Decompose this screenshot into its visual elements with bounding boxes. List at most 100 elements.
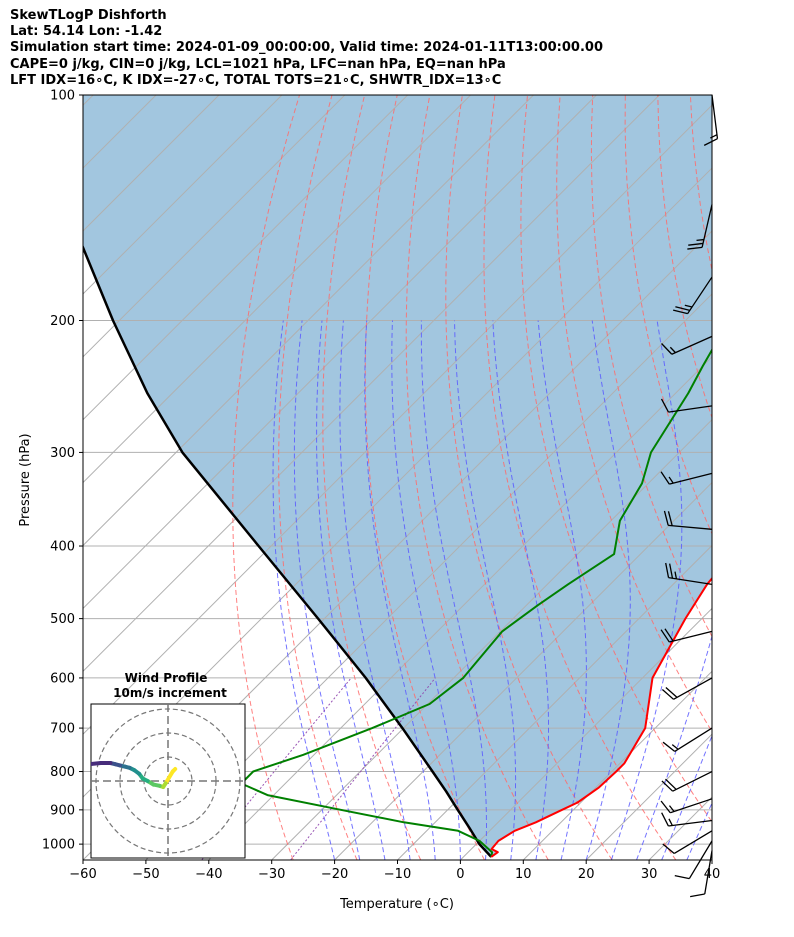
moist-adiabat-line <box>492 320 549 860</box>
isotherm-line <box>83 95 534 547</box>
isotherm-line <box>83 95 660 673</box>
wind-barb <box>673 276 713 315</box>
wind-barb <box>661 335 713 355</box>
y-tick-label: 300 <box>50 446 75 461</box>
y-tick-label: 500 <box>50 612 75 627</box>
isotherm-line <box>397 544 712 860</box>
temperature-profile-line <box>490 576 712 858</box>
x-tick-label: 40 <box>704 867 721 882</box>
dry-adiabat-line <box>483 95 677 860</box>
isotherm-line <box>271 418 712 860</box>
y-tick-label: 700 <box>50 722 75 737</box>
x-tick-label: −50 <box>132 867 159 882</box>
dry-adiabat-line <box>590 95 712 638</box>
dry-adiabat-line <box>556 95 712 733</box>
isotherm-line <box>83 95 283 295</box>
dewpoint-profile-line <box>240 347 712 858</box>
moist-adiabat-line <box>272 320 336 860</box>
dry-adiabat-line <box>520 95 712 823</box>
title-line-5: LFT IDX=16∘C, K IDX=-27∘C, TOTAL TOTS=21… <box>10 73 502 88</box>
isotherm-line <box>83 95 94 106</box>
wind-barb <box>674 840 713 880</box>
dry-adiabat-line <box>723 95 794 860</box>
cape-area <box>83 95 712 857</box>
x-tick-label: 0 <box>456 867 464 882</box>
hodograph-title: Wind Profile <box>125 671 208 685</box>
wind-barbs <box>660 94 719 898</box>
mixing-ratio-line <box>290 677 436 860</box>
wind-barb <box>660 628 713 643</box>
moist-adiabat-line <box>585 320 631 860</box>
moist-adiabat-line <box>636 634 712 860</box>
isotherm-line <box>145 293 712 860</box>
isotherm-line <box>83 104 712 735</box>
x-axis-ticks: −60 −50 −40 −30 −20 −10 0 10 20 30 40 <box>69 860 720 882</box>
y-tick-label: 900 <box>50 803 75 818</box>
x-tick-label: −10 <box>384 867 411 882</box>
moist-adiabat-line <box>420 320 487 860</box>
dry-adiabat-line <box>278 95 358 860</box>
wind-barb <box>662 727 713 752</box>
wind-barb <box>660 798 713 814</box>
wind-barb <box>660 398 713 413</box>
isotherm-line <box>522 670 712 860</box>
moist-adiabat-line <box>454 320 517 860</box>
y-tick-label: 1000 <box>42 838 75 853</box>
y-tick-label: 800 <box>50 765 75 780</box>
y-tick-label: 200 <box>50 314 75 329</box>
x-tick-label: 30 <box>641 867 658 882</box>
x-tick-label: −20 <box>321 867 348 882</box>
isotherm-line <box>83 95 346 358</box>
x-tick-label: 20 <box>578 867 595 882</box>
y-tick-label: 400 <box>50 540 75 555</box>
moist-adiabat-line <box>686 801 712 860</box>
wind-barb <box>661 770 713 792</box>
dry-adiabat-line <box>657 95 712 420</box>
hodograph-segment <box>163 769 175 786</box>
x-tick-label: −30 <box>258 867 285 882</box>
title-line-2: Lat: 54.14 Lon: -1.42 <box>10 24 163 39</box>
isotherm-line <box>83 95 409 421</box>
dry-adiabat-line <box>788 95 794 860</box>
isotherm-line <box>460 607 712 860</box>
sounding-profiles <box>83 244 712 858</box>
y-axis-label: Pressure (hPa) <box>18 433 33 526</box>
title-line-1: SkewTLogP Dishforth <box>10 8 167 23</box>
x-tick-label: −40 <box>195 867 222 882</box>
wind-barb <box>665 562 713 585</box>
isotherm-line <box>711 859 712 860</box>
mixing-ratio-lines <box>201 677 436 860</box>
wind-barb <box>690 850 713 898</box>
wind-barb <box>703 94 719 146</box>
title-line-4: CAPE=0 j/kg, CIN=0 j/kg, LCL=1021 hPa, L… <box>10 57 506 72</box>
hodograph-inset <box>90 703 246 859</box>
title-line-3: Simulation start time: 2024-01-09_00:00:… <box>10 40 603 55</box>
cape-shading <box>83 95 712 857</box>
hodograph-subtitle: 10m/s increment <box>113 686 227 700</box>
wind-barb <box>687 204 713 250</box>
x-tick-label: 10 <box>515 867 532 882</box>
dry-adiabats <box>232 95 794 860</box>
wind-barb <box>660 471 713 485</box>
x-axis-label: Temperature (∘C) <box>339 897 454 912</box>
isobar-grid <box>83 95 712 845</box>
moist-adiabat-line <box>316 320 386 860</box>
moist-adiabat-line <box>610 320 683 860</box>
hodograph-segment <box>91 761 103 766</box>
dry-adiabat-line <box>445 95 613 860</box>
dry-adiabat-line <box>405 95 549 860</box>
isotherm-line <box>208 356 712 860</box>
dry-adiabat-line <box>232 95 300 860</box>
parcel-profile-line <box>83 244 493 858</box>
isotherm-line <box>83 95 220 232</box>
moist-adiabat-line <box>293 320 361 860</box>
moist-adiabats <box>272 320 712 860</box>
x-tick-label: −60 <box>69 867 96 882</box>
dry-adiabat-line <box>756 95 794 860</box>
moist-adiabat-line <box>661 734 712 860</box>
isotherm-line <box>334 481 712 860</box>
y-tick-label: 100 <box>50 89 75 104</box>
y-axis-ticks: 100 200 300 400 500 600 700 800 900 1000 <box>42 89 83 853</box>
moist-adiabat-line <box>537 320 587 860</box>
moist-adiabat-line <box>391 320 461 860</box>
